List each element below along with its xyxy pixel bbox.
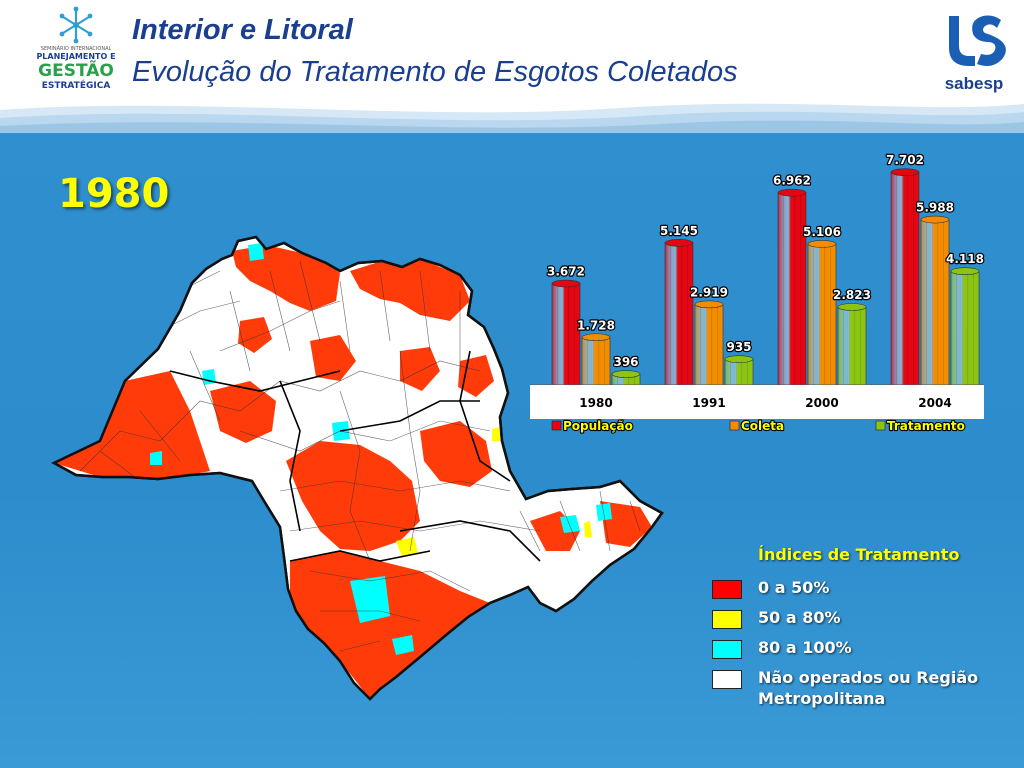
data-label: 396 [613,355,638,369]
bar-coleta-1980 [581,333,611,386]
year-label: 1980 [58,171,170,217]
data-label: 5.145 [660,224,698,238]
header: SEMINÁRIO INTERNACIONAL PLANEJAMENTO E G… [0,0,1024,133]
bar-população-1980 [551,279,581,386]
bar-tratamento-2004 [950,267,980,386]
page-subtitle: Evolução do Tratamento de Esgotos Coleta… [132,56,738,88]
event-logo-line3: GESTÃO [38,61,114,81]
bar-população-2000 [777,188,807,386]
legend-label: População [563,419,633,433]
bar-chart: 3.672 1.728 396 5.145 2.919 935 6.962 5.106 2.82… [530,153,985,434]
main-panel: 1980 [0,133,1024,768]
sabesp-brand-text: sabesp [944,74,1004,93]
data-label: 5.106 [803,225,841,239]
legend-label: Coleta [741,419,784,433]
data-label: 3.672 [547,265,585,279]
sabesp-logo-icon [949,15,1006,66]
bar-tratamento-1991 [724,355,754,386]
legend-label: 50 a 80% [758,608,841,627]
page-title: Interior e Litoral [132,14,353,46]
header-wave-decoration [0,103,1024,133]
sabesp-logo: sabesp [935,10,1013,100]
data-label: 5.988 [916,201,954,215]
snowflake-icon [59,6,93,44]
legend-label: Tratamento [887,419,965,433]
legend-swatch-red [712,580,742,599]
data-label: 7.702 [886,153,924,167]
legend-swatch-yellow [712,610,742,629]
data-label: 2.823 [833,288,871,302]
legend-swatch-white [712,670,742,689]
bar-coleta-1991 [694,300,724,386]
legend-label: Não operados ou Região Metropolitana [758,668,979,708]
legend-entry-tratamento: Tratamento [875,418,966,434]
event-logo-line2: PLANEJAMENTO E [36,52,116,61]
bar-tratamento-2000 [837,303,867,386]
category-label: 1980 [579,396,612,410]
data-label: 2.919 [690,285,728,299]
event-logo-line1: SEMINÁRIO INTERNACIONAL [40,46,112,52]
bar-tratamento-1980 [611,370,641,386]
data-label: 6.962 [773,174,811,188]
legend-entry-população: População [551,418,634,434]
bar-coleta-2000 [807,240,837,386]
legend-label: 0 a 50% [758,578,830,597]
data-label: 4.118 [946,252,984,266]
legend-swatch-cyan [712,640,742,659]
category-label: 2000 [805,396,838,410]
event-logo: SEMINÁRIO INTERNACIONAL PLANEJAMENTO E G… [36,6,116,96]
bar-coleta-2004 [920,215,950,386]
category-axis-band [530,385,984,419]
data-label: 935 [726,340,751,354]
legend-entry-coleta: Coleta [729,418,785,434]
data-label: 1.728 [577,318,615,332]
legend-label: 80 a 100% [758,638,852,657]
legend-title: Índices de Tratamento [758,545,960,564]
category-label: 1991 [692,396,725,410]
category-label: 2004 [918,396,951,410]
bar-população-2004 [890,168,920,386]
bar-população-1991 [664,239,694,386]
event-logo-line4: ESTRATÉGICA [41,81,111,91]
sao-paulo-state-map [52,235,664,701]
